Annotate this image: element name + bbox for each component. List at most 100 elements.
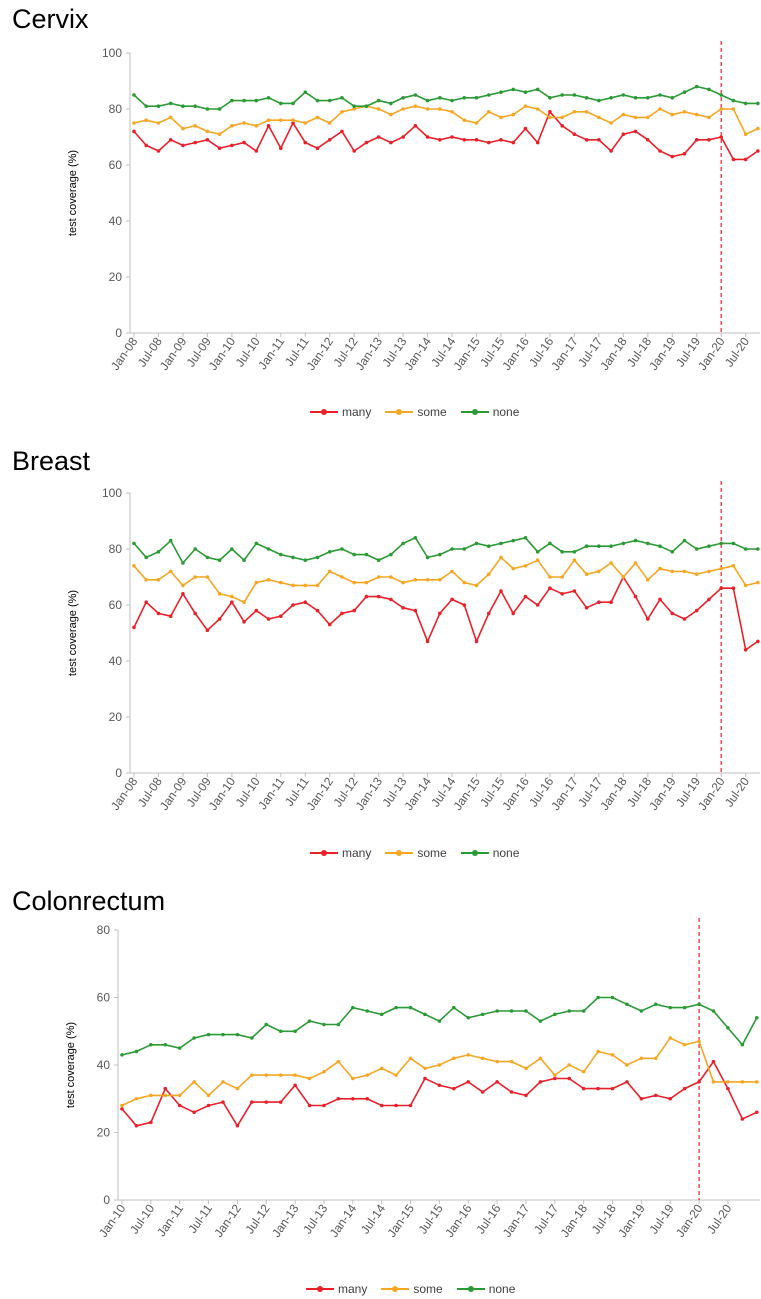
- data-point-many: [584, 138, 589, 142]
- data-point-some: [726, 1080, 730, 1084]
- data-point-some: [567, 1063, 572, 1067]
- data-point-many: [560, 124, 564, 128]
- data-point-none: [462, 96, 467, 100]
- data-point-many: [315, 608, 320, 613]
- data-point-some: [250, 1073, 254, 1077]
- data-point-many: [731, 157, 736, 162]
- x-tick-label: Jan-20: [695, 334, 728, 372]
- data-point-some: [509, 1059, 514, 1064]
- data-point-many: [413, 608, 418, 613]
- data-point-some: [743, 132, 748, 136]
- data-point-many: [645, 617, 650, 621]
- data-point-many: [670, 154, 675, 159]
- x-tick-label: Jan-13: [353, 774, 386, 812]
- data-point-none: [499, 90, 503, 94]
- data-point-none: [694, 547, 699, 551]
- data-point-some: [389, 575, 393, 579]
- data-point-none: [181, 561, 185, 565]
- data-point-none: [645, 96, 650, 100]
- y-tick-label: 100: [102, 486, 122, 500]
- data-point-many: [711, 1059, 716, 1064]
- colonrectum-panel: Colonrectum 0 20 40 60 80 test coverage (%) Ja…: [0, 880, 761, 1299]
- data-point-some: [572, 110, 577, 114]
- legend-label: some: [417, 846, 447, 860]
- data-point-many: [511, 140, 516, 145]
- data-point-some: [621, 112, 626, 117]
- data-point-some: [560, 575, 564, 579]
- chart-title: Colonrectum: [12, 886, 166, 916]
- data-point-none: [365, 1009, 370, 1013]
- data-point-some: [511, 566, 516, 571]
- data-point-some: [499, 555, 503, 560]
- data-point-none: [697, 1002, 701, 1007]
- data-point-none: [291, 555, 295, 560]
- y-axis-label: test coverage (%): [67, 150, 79, 236]
- data-point-none: [206, 1032, 211, 1037]
- data-point-some: [181, 126, 185, 131]
- legend-swatch-some: [381, 1286, 410, 1292]
- series-line-many: [133, 110, 759, 161]
- data-point-some: [217, 132, 222, 136]
- data-point-many: [740, 1117, 745, 1121]
- data-point-none: [423, 1012, 427, 1017]
- data-point-none: [401, 96, 405, 100]
- data-point-none: [609, 544, 613, 548]
- data-point-many: [474, 639, 479, 644]
- chart-title: Cervix: [12, 4, 89, 34]
- data-point-some: [193, 124, 197, 128]
- data-point-none: [205, 555, 210, 560]
- data-point-none: [181, 104, 185, 108]
- data-point-many: [205, 628, 210, 632]
- y-axis-label: test coverage (%): [65, 1022, 77, 1108]
- data-point-some: [731, 107, 736, 111]
- data-point-many: [609, 149, 613, 153]
- data-point-none: [254, 98, 259, 103]
- data-point-none: [327, 550, 332, 554]
- data-point-none: [670, 96, 675, 100]
- data-point-some: [450, 569, 454, 574]
- data-point-some: [645, 578, 650, 582]
- legend-swatch-many: [306, 1286, 334, 1292]
- data-point-many: [581, 1086, 586, 1091]
- data-point-some: [450, 110, 454, 114]
- data-point-none: [581, 1009, 586, 1013]
- y-tick-label: 20: [109, 710, 123, 724]
- data-point-some: [254, 580, 259, 585]
- x-tick-label: Jul-20: [722, 774, 752, 809]
- data-point-some: [625, 1063, 629, 1067]
- data-point-some: [149, 1093, 153, 1098]
- data-point-some: [205, 575, 210, 579]
- data-point-none: [438, 552, 442, 557]
- data-point-many: [379, 1103, 384, 1108]
- data-point-none: [413, 93, 418, 97]
- data-point-many: [315, 146, 320, 150]
- data-point-many: [597, 138, 601, 142]
- data-point-many: [668, 1096, 673, 1101]
- data-point-none: [486, 544, 491, 548]
- data-point-some: [548, 115, 552, 120]
- y-tick-label: 0: [103, 1193, 110, 1207]
- data-point-some: [394, 1073, 398, 1077]
- data-point-many: [756, 639, 760, 644]
- data-point-many: [548, 110, 552, 114]
- data-point-some: [144, 578, 149, 582]
- chart-legend: many some none: [306, 1282, 515, 1296]
- x-tick-label: Jan-14: [402, 334, 435, 372]
- legend-label: many: [342, 846, 372, 860]
- data-point-none: [523, 90, 528, 94]
- data-point-none: [486, 93, 491, 97]
- data-point-many: [437, 1083, 442, 1088]
- data-point-none: [156, 104, 161, 108]
- data-point-many: [639, 1096, 644, 1101]
- data-point-some: [221, 1080, 225, 1084]
- data-point-many: [743, 157, 748, 162]
- data-point-none: [221, 1032, 225, 1037]
- data-point-some: [144, 118, 149, 122]
- data-point-none: [437, 1019, 442, 1023]
- data-point-many: [144, 143, 149, 148]
- data-point-many: [242, 620, 246, 624]
- data-point-some: [278, 118, 283, 122]
- data-point-many: [462, 603, 467, 607]
- data-point-some: [474, 121, 479, 125]
